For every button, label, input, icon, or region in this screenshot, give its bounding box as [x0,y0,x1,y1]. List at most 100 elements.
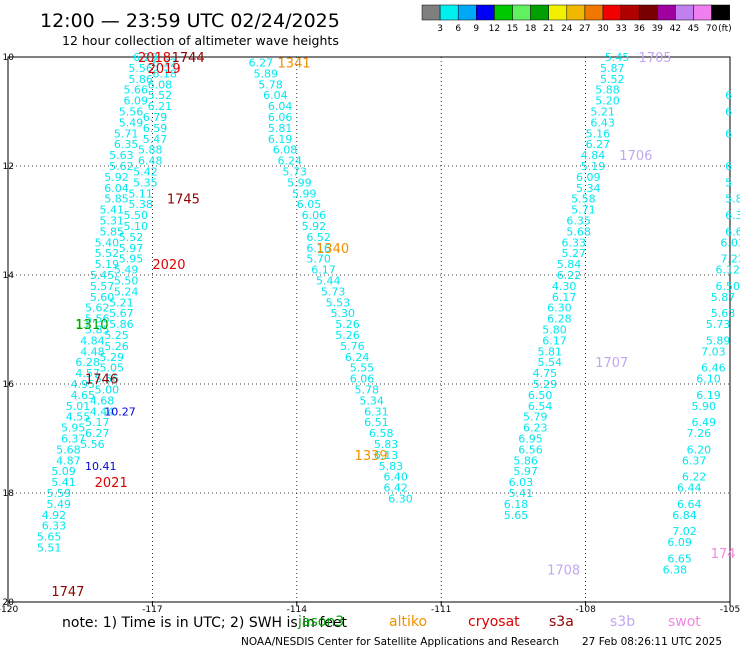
wave-height-value: 6.58 [369,427,394,440]
x-tick-label: -105 [720,605,740,615]
wave-height-value: 5.45 [605,51,630,64]
wave-height-value: 5.71 [571,204,596,217]
satellite-legend-entry: s3b [610,614,635,630]
wave-height-value: 5.00 [95,383,120,396]
wave-height-value: 10.27 [104,405,135,418]
wave-height-value: 4.30 [552,280,577,293]
wave-height-value: 7.03 [701,345,726,358]
wave-height-value: 5.31 [99,215,124,228]
wave-height-value: 5.49 [114,264,139,277]
colorbar-label: 45 [688,24,699,34]
wave-height-value: 5.85 [85,324,110,337]
wave-height-value: 5.56 [95,373,120,386]
wave-height-value: 4.44 [90,405,115,418]
axis-ticks: -120 -117 -114 -111 -108 -105 10 12 14 16 18 20 [0,53,740,615]
wave-height-value: 5.68 [56,443,80,456]
wave-height-value: 6.64 [677,498,702,511]
wave-height-value: 5.21 [590,106,615,119]
footer-timestamp: 27 Feb 08:26:11 UTC 2025 [582,636,722,648]
wave-height-value: 5.11 [128,187,153,200]
colorbar-label: 39 [652,24,664,34]
wave-height-value: 5.86 [128,73,153,86]
wave-height-value: 4.84 [581,149,606,162]
wave-height-value: 4.65 [71,389,96,402]
wave-height-value: 6.23 [523,422,548,435]
wave-height-value: 5.44 [316,274,341,287]
wave-height-value: 5.81 [268,122,293,135]
wave-height-value: 5.62 [109,160,134,173]
pass-time-label: 1705 [639,51,672,66]
wave-height-value: 6.21 [148,100,173,113]
wave-height-value: 13 [75,318,89,331]
wave-height-value: 4.95 [71,378,96,391]
wave-height-value: 6.49 [691,416,716,429]
wave-height-value: 6.06 [302,209,327,222]
wave-height-value: 6.19 [268,133,293,146]
wave-height-value: 5.54 [537,356,562,369]
wave-height-value: 5.30 [330,307,355,320]
wave-height-value: 6.27 [249,56,274,69]
wave-height-value: 6.30 [547,302,572,315]
y-tick-label: 18 [3,489,15,499]
y-tick-label: 16 [3,380,15,390]
wave-height-value: 5.65 [504,509,528,522]
wave-height-value: 5.55 [350,362,375,375]
y-tick-label: 14 [3,271,15,281]
wave-height-value: 5.41 [509,487,534,500]
wave-height-value: 5.63 [711,307,736,320]
wave-height-value: 6.03 [720,236,740,249]
pass-time-label: 1746 [85,373,118,388]
wave-height-value: 5.70 [306,253,331,266]
wave-height-value: 5.40 [95,236,120,249]
wave-height-value: 5.53 [326,296,351,309]
pass-time-label: 1706 [619,149,652,164]
wave-height-value: 5.52 [95,247,120,260]
wave-height-value: 5.92 [302,220,327,233]
wave-height-value: 6.04 [263,89,288,102]
wave-height-value: 5.49 [47,498,72,511]
wave-height-value: 5.58 [571,193,596,206]
wave-height-value: 6.03 [509,476,534,489]
wave-height-value: 6.3 [725,209,740,222]
colorbar-swatch [421,4,441,21]
colorbar-label: 33 [615,24,626,34]
pass-time-label: 1707 [595,356,628,371]
wave-height-value: 6.22 [682,471,707,484]
wave-height-value: 5.26 [335,329,360,342]
wave-height-value: 6.48 [138,155,163,168]
colorbar-swatch [693,4,712,21]
wave-height-value: 6.05 [297,198,322,211]
wave-height-value: 5.80 [542,324,567,337]
colorbar-label: 36 [633,24,645,34]
wave-height-value: 6.35 [566,215,591,228]
wave-height-value: 4.75 [533,367,558,380]
wave-height-value: 5.56 [128,62,153,75]
wave-height-value: 6.37 [682,454,707,467]
pass-time-labels: 1744201820191745202017462021174713411340… [51,51,735,600]
wave-height-value: 5.85 [99,225,124,238]
pass-time-label: 1745 [167,193,200,208]
wave-height-value: 6.28 [75,356,100,369]
colorbar-swatch [439,4,459,21]
wave-height-value: 6.59 [143,122,168,135]
pass-time-label: 2020 [152,258,185,273]
wave-height-value: 5.20 [595,95,620,108]
wave-height-value: 5.95 [119,253,144,266]
wave-height-value: 5.60 [90,291,115,304]
wave-height-value: 5.8 [725,193,740,206]
colorbar-swatch [620,4,640,21]
wave-height-value: 5.16 [586,127,611,140]
wave-height-value: 6.33 [562,236,587,249]
wave-height-value: 5.88 [595,84,620,97]
wave-height-value: 5.73 [321,285,346,298]
satellite-legend-entry: swot [668,614,701,630]
wave-height-value: 5.29 [533,378,558,391]
wave-height-value: 6.38 [663,563,688,576]
wave-height-value: 6.19 [696,389,721,402]
wave-height-value: 5.71 [114,127,139,140]
wave-height-value: 4.92 [42,509,66,522]
colorbar-label: 12 [489,24,500,34]
wave-height-value: 6.08 [273,144,298,157]
wave-height-value: 6.60 [725,225,740,238]
wave-height-value: 5.78 [355,383,380,396]
